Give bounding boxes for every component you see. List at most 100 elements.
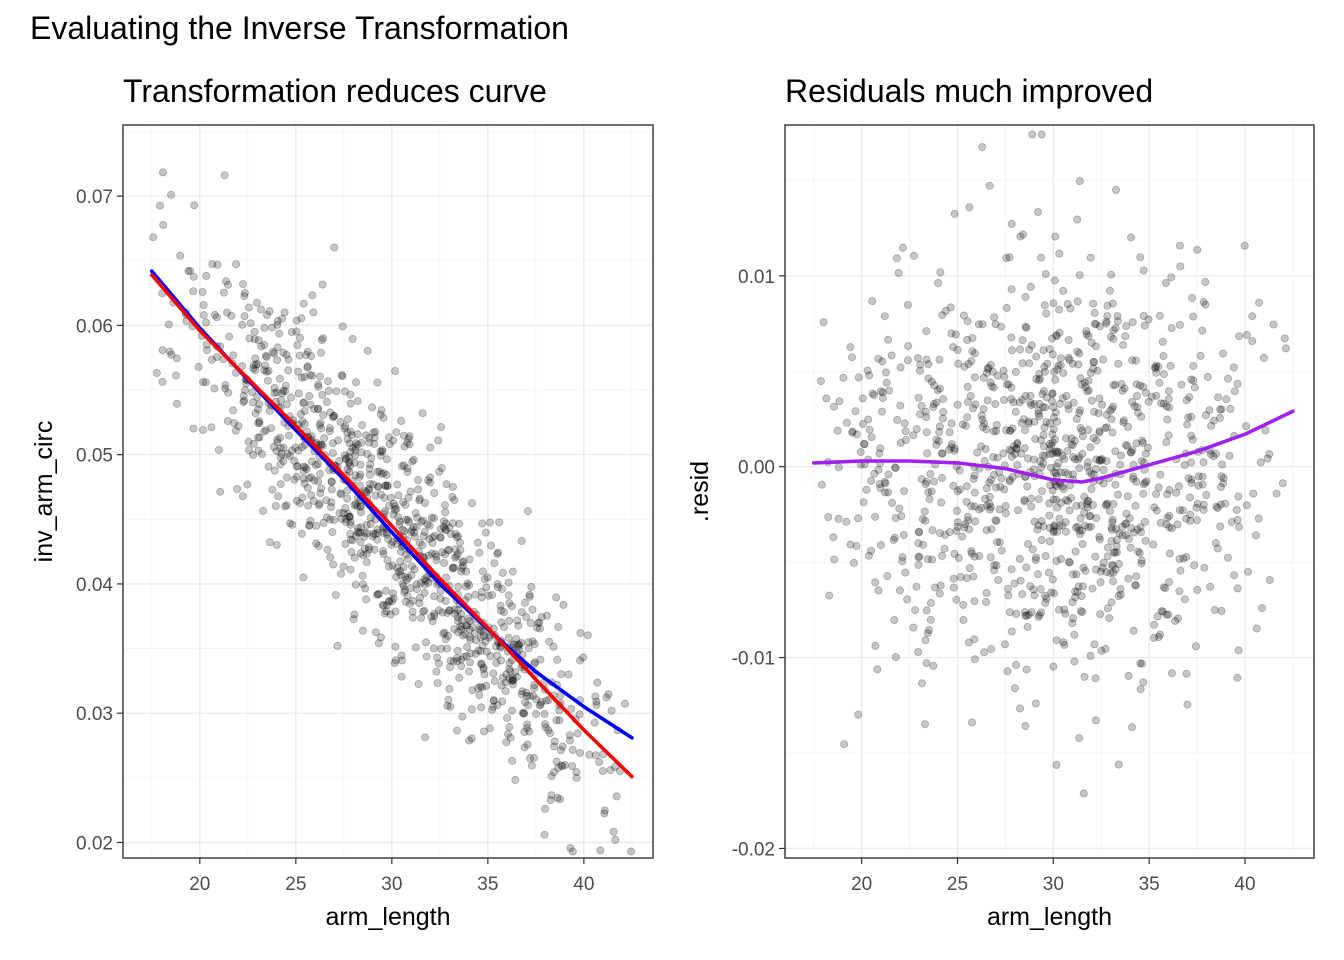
data-point: [401, 597, 410, 606]
data-point: [979, 405, 988, 414]
data-point: [1144, 397, 1153, 406]
data-point: [1055, 605, 1064, 614]
data-point: [1080, 508, 1089, 517]
data-point: [889, 536, 898, 545]
data-point: [1212, 502, 1221, 511]
data-point: [542, 696, 551, 705]
data-point: [522, 692, 531, 701]
data-point: [1082, 330, 1091, 339]
data-point: [556, 795, 565, 804]
data-point: [381, 481, 390, 490]
data-point: [557, 670, 566, 679]
data-point: [536, 624, 545, 633]
data-point: [1006, 426, 1015, 435]
data-point: [488, 705, 497, 714]
data-point: [1038, 403, 1047, 412]
data-point: [1012, 661, 1021, 670]
data-point: [391, 642, 400, 651]
data-point: [394, 513, 403, 522]
data-point: [1075, 526, 1084, 535]
data-point: [880, 488, 889, 497]
data-point: [198, 287, 207, 296]
data-point: [470, 629, 479, 638]
data-point: [458, 631, 467, 640]
data-point: [834, 463, 843, 472]
data-point: [1048, 438, 1057, 447]
data-point: [457, 625, 466, 634]
data-point: [982, 598, 991, 607]
data-point: [325, 427, 334, 436]
data-point: [189, 424, 198, 433]
data-point: [865, 425, 874, 434]
data-point: [274, 492, 283, 501]
data-point: [374, 482, 383, 491]
data-point: [1049, 299, 1058, 308]
data-point: [1053, 447, 1062, 456]
data-point: [279, 456, 288, 465]
data-point: [904, 342, 913, 351]
data-point: [345, 461, 354, 470]
data-point: [967, 357, 976, 366]
data-point: [270, 349, 279, 358]
data-point: [1007, 346, 1016, 355]
data-point: [223, 280, 232, 289]
data-point: [941, 531, 950, 540]
data-point: [1205, 406, 1214, 415]
data-point: [362, 520, 371, 529]
data-point: [1004, 591, 1013, 600]
data-point: [1063, 447, 1072, 456]
data-point: [1112, 536, 1121, 545]
data-point: [349, 615, 358, 624]
data-point: [477, 660, 486, 669]
data-point: [378, 446, 387, 455]
data-point: [323, 377, 332, 386]
data-point: [1030, 417, 1039, 426]
data-point: [1261, 426, 1270, 435]
data-point: [1082, 500, 1091, 509]
data-point: [340, 424, 349, 433]
data-point: [341, 540, 350, 549]
data-point: [1005, 477, 1014, 486]
data-point: [422, 572, 431, 581]
data-point: [982, 484, 991, 493]
data-point: [356, 501, 365, 510]
data-point: [966, 391, 975, 400]
data-point: [883, 488, 892, 497]
data-point: [404, 518, 413, 527]
data-point: [346, 427, 355, 436]
data-point: [882, 378, 891, 387]
data-point: [930, 583, 939, 592]
data-point: [348, 334, 357, 343]
data-point: [1032, 553, 1041, 562]
data-point: [1018, 336, 1027, 345]
data-point: [436, 586, 445, 595]
data-point: [409, 455, 418, 464]
data-point: [1173, 614, 1182, 623]
data-point: [556, 746, 565, 755]
data-point: [307, 457, 316, 466]
data-point: [297, 529, 306, 538]
data-point: [1092, 514, 1101, 523]
data-point: [397, 656, 406, 665]
data-point: [1089, 299, 1098, 308]
data-point: [359, 551, 368, 560]
data-point: [1072, 570, 1081, 579]
data-point: [430, 488, 439, 497]
data-point: [935, 589, 944, 598]
data-point: [1075, 453, 1084, 462]
data-point: [1094, 409, 1103, 418]
data-point: [322, 397, 331, 406]
data-point: [273, 435, 282, 444]
data-point: [336, 417, 345, 426]
data-point: [1049, 662, 1058, 671]
data-point: [358, 580, 367, 589]
data-point: [824, 513, 833, 522]
data-point: [1048, 389, 1057, 398]
data-point: [385, 596, 394, 605]
data-point: [1099, 465, 1108, 474]
data-point: [918, 540, 927, 549]
data-point: [295, 351, 304, 360]
data-point: [407, 526, 416, 535]
data-point: [1056, 361, 1065, 370]
data-point: [398, 525, 407, 534]
